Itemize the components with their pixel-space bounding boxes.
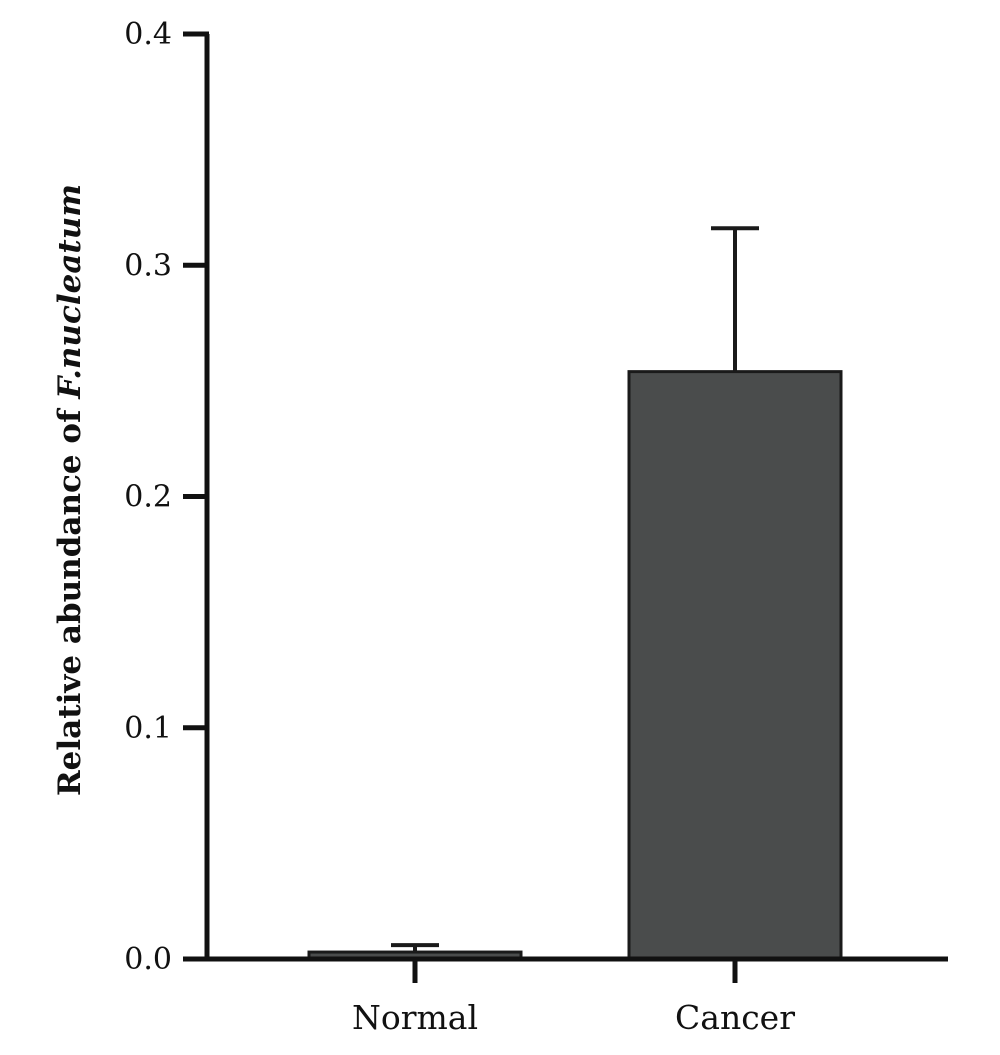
- y-tick-label-0: 0.0: [124, 942, 172, 977]
- bars-group: [307, 370, 843, 961]
- bar-cancer: [627, 370, 843, 961]
- error-bars-group: [391, 226, 759, 953]
- y-tick-label-1: 0.1: [124, 711, 172, 746]
- y-tick-label-4: 0.4: [124, 17, 172, 52]
- x-tick-label-cancer: Cancer: [675, 998, 795, 1037]
- x-ticks-group: Normal Cancer: [352, 959, 795, 1037]
- y-axis-label: Relative abundance of F.nucleatum: [52, 184, 88, 796]
- y-tick-label-3: 0.3: [124, 248, 172, 283]
- y-axis-label-text: Relative abundance of: [52, 399, 88, 796]
- y-ticks-group: 0.0 0.1 0.2 0.3 0.4: [124, 17, 209, 977]
- y-axis-label-italic: F.nucleatum: [52, 184, 88, 400]
- y-tick-label-2: 0.2: [124, 480, 172, 515]
- x-tick-label-normal: Normal: [352, 998, 478, 1037]
